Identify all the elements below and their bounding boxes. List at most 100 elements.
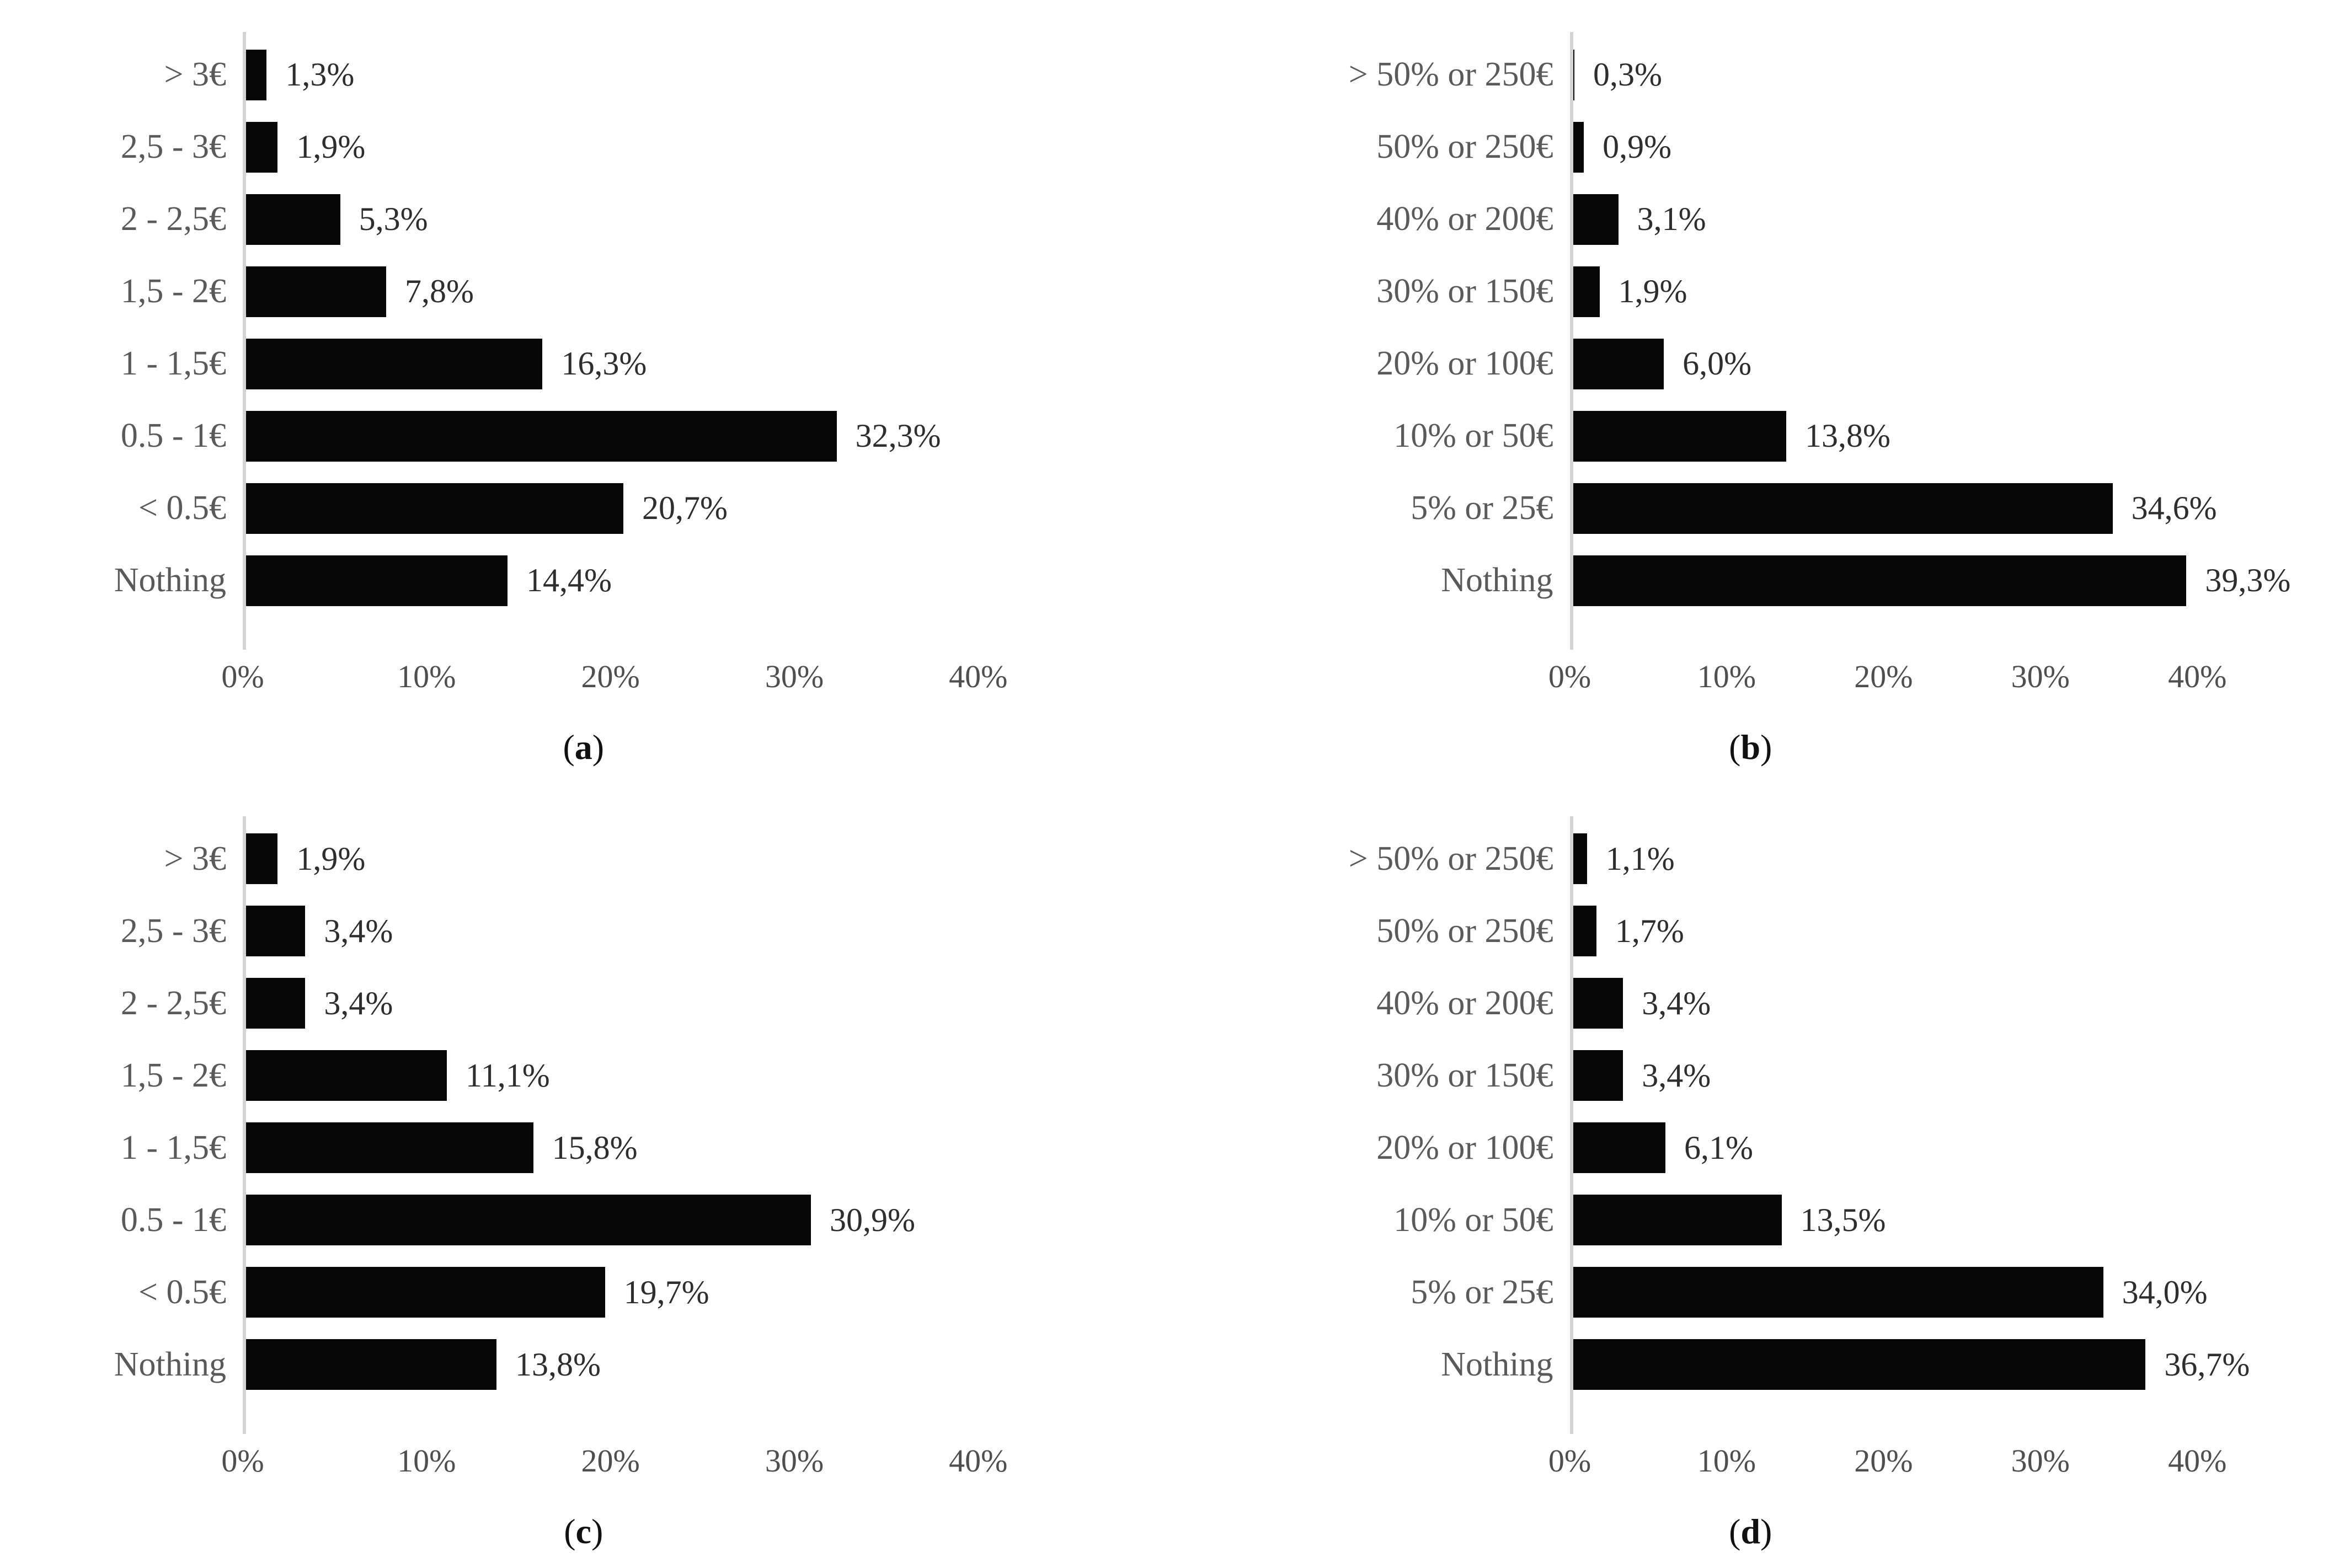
category-label: 40% or 200€: [1376, 200, 1553, 238]
y-axis-line: [243, 32, 246, 650]
value-label: 34,6%: [2131, 490, 2217, 526]
bar: [243, 49, 267, 100]
caption-letter: a: [574, 727, 592, 767]
category-label: Nothing: [114, 1345, 226, 1383]
bar-row: 1,9%: [243, 111, 1070, 183]
category-label: 5% or 25€: [1411, 1273, 1553, 1311]
panel-caption: (d): [1167, 1511, 2334, 1552]
category-label: 1 - 1,5€: [120, 1128, 226, 1166]
panel-caption: (c): [0, 1511, 1167, 1552]
bar: [243, 1050, 447, 1101]
bar-row: 39,3%: [1569, 544, 2290, 617]
caption-open: (: [563, 727, 575, 767]
value-label: 6,1%: [1684, 1129, 1753, 1166]
category-label: 0.5 - 1€: [120, 1201, 226, 1239]
bar-row: 1,1%: [1569, 823, 2276, 895]
bar-row: 20,7%: [243, 472, 1070, 544]
bar-row: 13,5%: [1569, 1184, 2276, 1256]
x-tick-label: 20%: [1854, 659, 1913, 694]
value-label: 3,4%: [324, 984, 393, 1021]
chart-body: > 3€ 2,5 - 3€ 2 - 2,5€ 1,5 - 2€ 1 - 1,5€ 0.5 …: [0, 816, 1167, 1434]
value-label: 1,9%: [296, 840, 366, 877]
category-label: 10% or 50€: [1393, 417, 1553, 454]
value-label: 14,4%: [526, 562, 612, 598]
category-label: Nothing: [1441, 561, 1553, 599]
value-label: 3,1%: [1637, 201, 1706, 237]
value-label: 11,1%: [466, 1057, 550, 1094]
x-tick-label: 0%: [221, 1442, 264, 1479]
value-label: 13,5%: [1800, 1201, 1886, 1238]
value-label: 32,3%: [855, 418, 941, 454]
bar-row: 14,4%: [243, 544, 1070, 617]
x-tick-label: 40%: [2168, 1442, 2227, 1479]
category-label: 40% or 200€: [1376, 984, 1553, 1022]
x-tick-label: 10%: [1697, 659, 1756, 694]
value-label: 1,3%: [285, 56, 355, 93]
x-tick-label: 40%: [949, 659, 1008, 694]
bar: [1569, 410, 1787, 462]
bar-row: 6,0%: [1569, 328, 2276, 400]
value-label: 13,8%: [515, 1346, 601, 1383]
bar: [243, 978, 306, 1029]
chart-body: > 50% or 250€ 50% or 250€ 40% or 200€ 30% o…: [1167, 816, 2334, 1434]
value-label: 5,3%: [359, 201, 428, 237]
bar: [243, 410, 837, 462]
value-label: 1,9%: [296, 129, 366, 165]
category-label: > 3€: [164, 56, 226, 93]
value-label: 0,3%: [1593, 56, 1663, 93]
bar: [1569, 978, 1623, 1029]
category-labels-column: > 50% or 250€ 50% or 250€ 40% or 200€ 30% o…: [1167, 823, 1570, 1401]
x-tick-label: 30%: [765, 659, 824, 694]
caption-open: (: [1729, 727, 1741, 767]
category-label: < 0.5€: [138, 489, 226, 527]
caption-close: ): [592, 727, 605, 767]
value-label: 39,3%: [2205, 562, 2291, 598]
chart-body: > 50% or 250€ 50% or 250€ 40% or 200€ 30% o…: [1167, 32, 2334, 650]
plot-area: 0,3% 0,9% 3,1% 1,9% 6,0% 13,8% 34,6% 39,3%: [1569, 32, 2290, 650]
bar-row: 34,6%: [1569, 472, 2276, 544]
bar: [243, 266, 386, 317]
bar: [243, 1267, 605, 1318]
category-label: 2,5 - 3€: [120, 128, 226, 165]
category-label: > 50% or 250€: [1348, 839, 1553, 877]
category-labels-column: > 50% or 250€ 50% or 250€ 40% or 200€ 30% o…: [1167, 39, 1570, 617]
category-label: Nothing: [1441, 1345, 1553, 1383]
value-label: 3,4%: [1642, 984, 1711, 1021]
x-tick-label: 20%: [1854, 1442, 1913, 1479]
category-label: 30% or 150€: [1376, 1056, 1553, 1094]
panel-caption: (b): [1167, 727, 2334, 768]
x-tick-label: 10%: [397, 659, 456, 694]
bar: [1569, 194, 1619, 245]
bar: [1569, 1339, 2146, 1390]
bar-row: 3,4%: [243, 967, 1070, 1040]
x-axis: 0% 10% 20% 30% 40%: [1548, 647, 2276, 713]
bar: [243, 1122, 533, 1173]
value-label: 20,7%: [642, 490, 728, 526]
caption-close: ): [1760, 727, 1772, 767]
category-label: 30% or 150€: [1376, 272, 1553, 310]
category-label: > 50% or 250€: [1348, 56, 1553, 93]
category-label: 20% or 100€: [1376, 1128, 1553, 1166]
bar: [1569, 906, 1596, 956]
bar-row: 3,1%: [1569, 183, 2276, 255]
value-label: 13,8%: [1805, 418, 1891, 454]
caption-letter: c: [575, 1511, 591, 1551]
bar-row: 6,1%: [1569, 1112, 2276, 1184]
bar-row: 1,9%: [243, 823, 1070, 895]
value-label: 3,4%: [324, 912, 393, 949]
bar-row: 3,4%: [243, 895, 1070, 967]
plot-area: 1,1% 1,7% 3,4% 3,4% 6,1% 13,5% 34,0% 36,7%: [1569, 816, 2276, 1434]
bar-row: 1,3%: [243, 39, 1070, 111]
x-tick-label: 40%: [949, 1442, 1008, 1479]
x-axis: 0% 10% 20% 30% 40%: [221, 647, 1070, 713]
bar-row: 1,9%: [1569, 255, 2276, 328]
bar: [1569, 266, 1600, 317]
x-axis: 0% 10% 20% 30% 40%: [221, 1431, 1070, 1497]
bar: [243, 1339, 496, 1390]
bar-row: 0,9%: [1569, 111, 2276, 183]
category-label: 1,5 - 2€: [120, 1056, 226, 1094]
caption-open: (: [564, 1511, 576, 1551]
bar: [243, 338, 543, 389]
category-label: 50% or 250€: [1376, 128, 1553, 165]
y-axis-line: [1569, 32, 1573, 650]
